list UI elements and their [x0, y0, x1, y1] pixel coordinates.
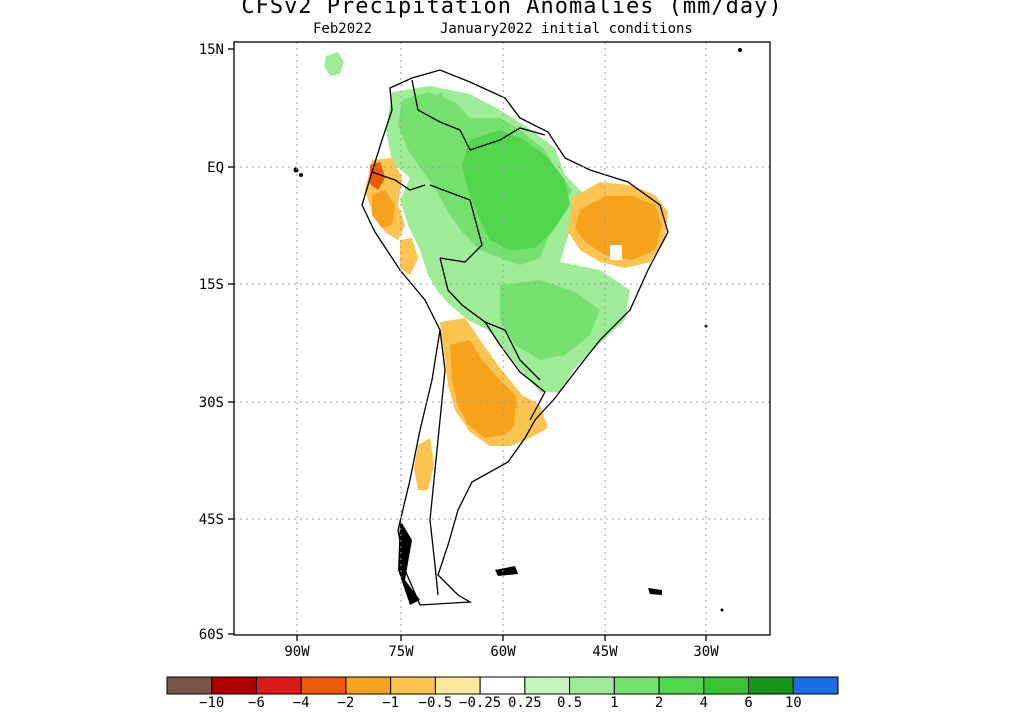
colorbar-label: −1: [382, 695, 400, 711]
lat-label: 45S: [199, 512, 224, 528]
colorbar-label: −0.5: [418, 695, 453, 711]
colorbar-label: 1: [610, 695, 619, 711]
border-ecuador-peru: [371, 171, 426, 191]
dry-anomaly-peru-strong: [372, 190, 395, 228]
border-bolivia-brazil: [504, 329, 541, 381]
latitude-labels: 15N EQ 15S 30S 45S 60S: [199, 42, 224, 643]
lon-label: 45W: [592, 644, 618, 660]
dry-anomaly-chile: [414, 438, 434, 490]
lon-label: 90W: [284, 644, 310, 660]
colorbar-swatch: [479, 676, 526, 695]
colorbar-label: −2: [337, 695, 355, 711]
border-brazil-west: [429, 184, 483, 263]
galapagos-island: [293, 167, 299, 173]
atlantic-island: [738, 48, 742, 52]
colorbar-swatch: [703, 676, 750, 695]
tick-marks: [228, 48, 707, 641]
islands: [293, 48, 742, 612]
colorbar-label: 0.25: [508, 695, 542, 711]
longitude-labels: 90W 75W 60W 45W 30W: [284, 644, 719, 660]
colorbar-label: −4: [292, 695, 310, 711]
colorbar-swatch: [748, 676, 794, 695]
border-chile-argentina: [429, 329, 446, 596]
south-georgia-island: [648, 588, 662, 595]
colorbar-swatch: [390, 676, 436, 695]
colorbar-swatch: [613, 676, 660, 695]
chile-archipelago: [398, 520, 420, 605]
atlantic-island: [720, 608, 724, 612]
lon-label: 30W: [693, 644, 719, 660]
lon-label: 60W: [490, 644, 516, 660]
colorbar-swatch: [300, 676, 347, 695]
border-argentina-paraguay: [484, 321, 546, 421]
anomaly-field: [324, 52, 668, 605]
initial-conditions-label: January2022 initial conditions: [440, 21, 693, 37]
colorbar-swatch: [792, 676, 839, 695]
border-colombia-venezuela: [411, 79, 461, 131]
border-peru-bolivia: [439, 257, 506, 331]
wet-anomaly-caribbean: [324, 52, 344, 76]
wet-anomaly-moderate-3: [424, 92, 446, 128]
neutral-gap-ne-brazil: [610, 245, 622, 260]
dry-anomaly-uruguay: [514, 408, 548, 436]
colorbar-label: 2: [654, 695, 664, 711]
colorbar-swatch: [569, 676, 615, 695]
lat-label: 60S: [199, 627, 224, 643]
colorbar-label: 10: [784, 695, 802, 711]
wet-anomaly-strong: [462, 130, 570, 250]
continent-outline: [361, 69, 669, 606]
map-title: CFSv2 Precipitation Anomalies (mm/day): [241, 0, 783, 19]
colorbar-label: 6: [744, 695, 753, 711]
colorbar: [166, 676, 839, 695]
colorbar-swatch: [658, 676, 705, 695]
falkland-islands: [495, 566, 518, 576]
country-borders: [361, 69, 669, 606]
lat-label: 30S: [199, 395, 224, 411]
dry-anomaly-ne-brazil: [575, 196, 662, 260]
galapagos-island: [299, 173, 303, 177]
colorbar-label: −10: [199, 695, 225, 711]
dry-anomaly-argentina: [450, 340, 520, 438]
colorbar-swatch: [345, 676, 392, 695]
colorbar-swatch: [434, 676, 481, 695]
lat-label: 15N: [199, 42, 224, 58]
forecast-month: Feb2022: [313, 21, 373, 37]
colorbar-swatch: [166, 676, 213, 695]
colorbar-swatch: [255, 676, 302, 695]
colorbar-label: 0.5: [556, 695, 583, 711]
colorbar-label: −0.25: [459, 695, 502, 711]
colorbar-swatch: [524, 676, 571, 695]
wet-anomaly-moderate-2: [500, 280, 600, 360]
colorbar-swatch: [211, 676, 257, 695]
colorbar-label: 4: [699, 695, 709, 711]
lat-label: EQ: [207, 160, 224, 176]
dry-anomaly-ecuador-strong: [370, 162, 385, 190]
border-guianas: [459, 127, 546, 151]
lon-label: 75W: [388, 644, 414, 660]
colorbar-label: −6: [248, 695, 265, 711]
plot-frame: [233, 41, 771, 636]
lat-label: 15S: [199, 277, 224, 293]
dry-anomaly-andes: [400, 238, 418, 275]
